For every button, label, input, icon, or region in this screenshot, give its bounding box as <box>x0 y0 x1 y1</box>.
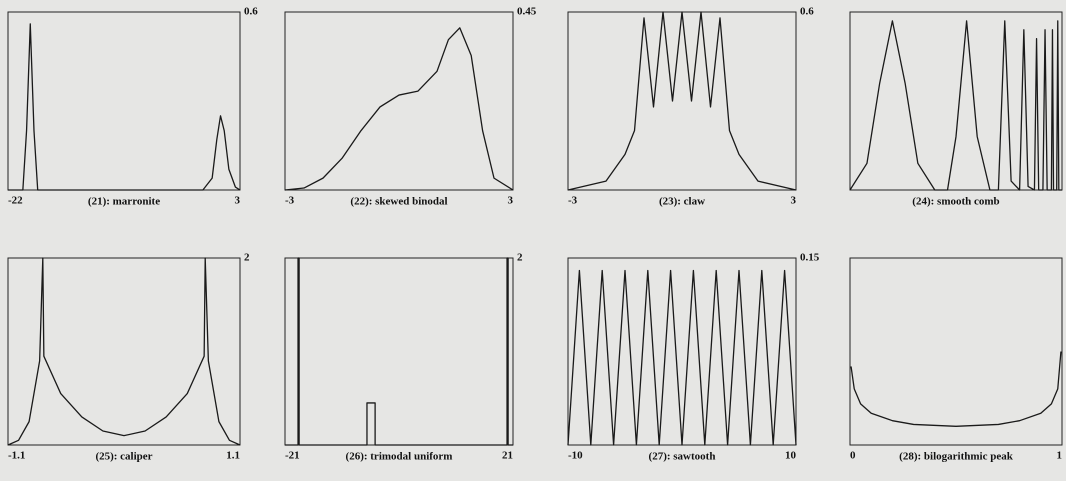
x-tick-label: 0 <box>850 450 856 462</box>
density-curve <box>849 20 1062 191</box>
panel-caption: (22): skewed binodal <box>350 196 447 208</box>
x-tick-label: -3 <box>285 195 295 207</box>
panel-caption: (27): sawtooth <box>649 451 716 463</box>
panel-frame <box>7 257 241 446</box>
density-curve <box>850 351 1062 427</box>
y-tick-label: 0.45 <box>517 6 537 18</box>
x-tick-label: 1.1 <box>226 450 240 462</box>
density-curve <box>567 269 797 446</box>
panel-caption: (25): caliper <box>95 451 152 463</box>
panel-frame <box>849 257 1063 446</box>
y-tick-label: 0.6 <box>244 6 258 18</box>
y-tick-label: 0.6 <box>800 6 814 18</box>
panel-frame <box>284 11 514 191</box>
x-tick-label: -3 <box>568 195 578 207</box>
density-curve <box>284 27 514 191</box>
y-tick-label: 2 <box>244 252 250 264</box>
x-tick-label: 3 <box>235 195 241 207</box>
panel-caption: (26): trimodal uniform <box>346 451 453 463</box>
x-tick-label: 1 <box>1057 450 1063 462</box>
x-tick-label: 10 <box>785 450 797 462</box>
y-tick-label: 0.15 <box>800 252 820 264</box>
x-tick-label: -22 <box>8 195 23 207</box>
x-tick-label: -1.1 <box>8 450 25 462</box>
panel-frame <box>567 257 797 446</box>
y-tick-label: 2 <box>517 252 523 264</box>
panel-frame <box>849 11 1063 191</box>
panel-caption: (28): bilogarithmic peak <box>899 451 1014 463</box>
panel-frame <box>7 11 241 191</box>
x-tick-label: 21 <box>502 450 513 462</box>
density-curve <box>8 23 241 191</box>
x-tick-label: 3 <box>791 195 797 207</box>
density-curve <box>567 11 797 191</box>
x-tick-label: -21 <box>285 450 300 462</box>
panel-caption: (21): marronite <box>88 196 160 208</box>
panel-caption: (23): claw <box>659 196 705 208</box>
density-curve <box>7 257 241 446</box>
panel-frame <box>284 257 514 446</box>
panel-caption: (24): smooth comb <box>912 196 999 208</box>
x-tick-label: 3 <box>508 195 514 207</box>
x-tick-label: -10 <box>568 450 583 462</box>
panel-frame <box>567 11 797 191</box>
density-curve <box>285 257 513 446</box>
